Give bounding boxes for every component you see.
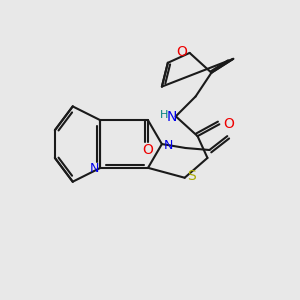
Text: O: O [142, 143, 154, 157]
Text: N: N [167, 110, 177, 124]
Text: N: N [164, 139, 173, 152]
Text: N: N [90, 162, 99, 175]
Text: H: H [160, 110, 168, 120]
Text: O: O [223, 117, 234, 131]
Text: O: O [176, 45, 187, 59]
Text: S: S [187, 169, 196, 183]
